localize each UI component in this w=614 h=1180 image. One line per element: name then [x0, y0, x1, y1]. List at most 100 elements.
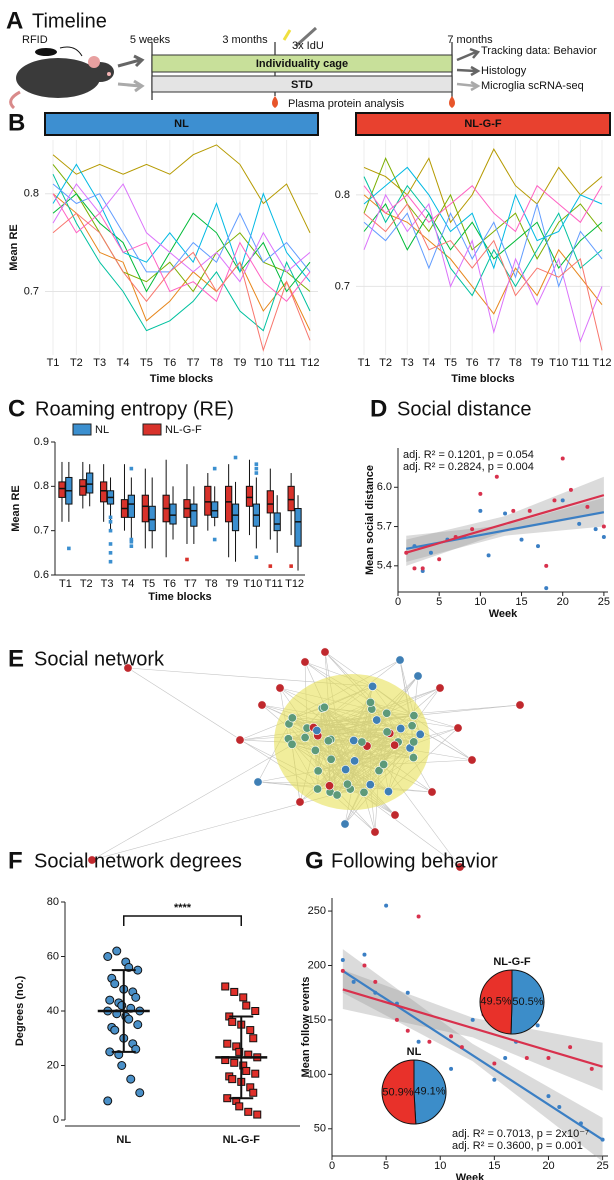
y-axis-label: Mean RE [8, 224, 20, 270]
x-tick-label: T10 [243, 578, 262, 590]
series-line [52, 193, 311, 303]
network-edge [91, 737, 306, 861]
y-tick-label: 6.0 [377, 481, 392, 493]
network-node [342, 779, 352, 789]
network-node [407, 721, 417, 731]
data-point [546, 1094, 551, 1099]
data-point [416, 1039, 421, 1044]
network-node [368, 681, 378, 691]
data-point [568, 487, 573, 492]
data-point [228, 1075, 237, 1084]
mouse-body [16, 58, 100, 98]
facet-strip [44, 112, 319, 136]
box [86, 472, 94, 494]
arrow [456, 47, 481, 62]
data-point [560, 456, 565, 461]
outlier [289, 564, 293, 568]
cage-bar [151, 75, 453, 93]
outlier [129, 539, 134, 544]
data-point [135, 1088, 145, 1098]
box [294, 508, 302, 547]
y-tick-label: 0.8 [24, 188, 39, 200]
network-node [287, 713, 297, 723]
series-line [363, 194, 603, 315]
panel-letter: G [305, 847, 324, 874]
panel-letter: F [8, 847, 23, 874]
network-node [365, 780, 375, 790]
facet-title: NL-G-F [464, 118, 502, 130]
x-tick-label: NL-G-F [223, 1134, 261, 1146]
x-tick-label: T4 [121, 578, 134, 590]
annotation: adj. R² = 0.7013, p = 2x10⁻⁷ [452, 1128, 589, 1140]
data-point [568, 1045, 573, 1050]
data-point [110, 979, 120, 989]
y-tick-label: 20 [47, 1059, 59, 1071]
network-edge [413, 704, 521, 716]
box [245, 485, 254, 507]
y-axis-label: Mean social distance [364, 465, 376, 575]
data-point [133, 1020, 143, 1030]
y-tick-label: 0.7 [34, 525, 49, 537]
significance-label: **** [174, 902, 192, 914]
network-node [374, 766, 384, 776]
panel-letter: C [8, 395, 25, 422]
network-node [320, 647, 330, 657]
outlier [129, 544, 134, 548]
network-node [275, 683, 285, 693]
data-point [524, 1056, 529, 1061]
network-node [323, 736, 333, 746]
data-point [470, 1017, 475, 1022]
facet-title: NL [174, 118, 189, 130]
x-tick-label: 20 [542, 1160, 554, 1172]
box [169, 503, 177, 525]
x-tick-label: T3 [101, 578, 114, 590]
data-point [503, 511, 508, 516]
pie-title: NL [407, 1046, 422, 1058]
series-line [363, 176, 603, 297]
box [190, 503, 198, 527]
data-point [449, 1066, 454, 1071]
network-node [370, 827, 380, 837]
outlier [185, 557, 189, 562]
injection-label: 3x IdU [292, 40, 324, 52]
y-tick-label: 0.7 [335, 280, 350, 292]
x-tick-label: 10 [434, 1160, 446, 1172]
panel-title: Social network [34, 648, 165, 670]
sampling-label: Plasma protein analysis [288, 98, 405, 110]
network-node [365, 697, 375, 707]
network-node [310, 745, 320, 755]
x-tick-label: T11 [265, 578, 283, 590]
network-node [382, 727, 392, 737]
x-tick-label: T8 [210, 357, 223, 369]
outlier [212, 466, 217, 471]
box [100, 481, 108, 503]
series-line [52, 212, 311, 352]
panel-letter: E [8, 645, 24, 672]
outlier [108, 515, 113, 520]
data-point [405, 990, 410, 995]
pie-slice [381, 1059, 417, 1125]
data-point [117, 1061, 127, 1070]
x-tick-label: T3 [93, 357, 106, 369]
pie-label: 49.1% [414, 1085, 445, 1097]
output-label: Tracking data: Behavior [481, 45, 597, 57]
network-node [383, 787, 393, 797]
data-point [242, 1066, 251, 1075]
pie-title: NL-G-F [493, 956, 531, 968]
network-node [379, 759, 389, 769]
x-tick-label: T1 [358, 357, 371, 369]
network-node [408, 753, 418, 763]
box [231, 503, 240, 532]
panel-title: Roaming entropy (RE) [35, 398, 234, 420]
outlier [67, 546, 71, 551]
x-tick-label: T2 [80, 578, 93, 590]
y-tick-label: 5.7 [377, 520, 392, 532]
data-point [601, 524, 606, 529]
arrow [117, 79, 145, 93]
data-point [251, 1069, 260, 1078]
network-node [326, 754, 336, 764]
regression-line [342, 970, 604, 1141]
data-point [589, 1066, 594, 1071]
data-point [437, 557, 442, 562]
